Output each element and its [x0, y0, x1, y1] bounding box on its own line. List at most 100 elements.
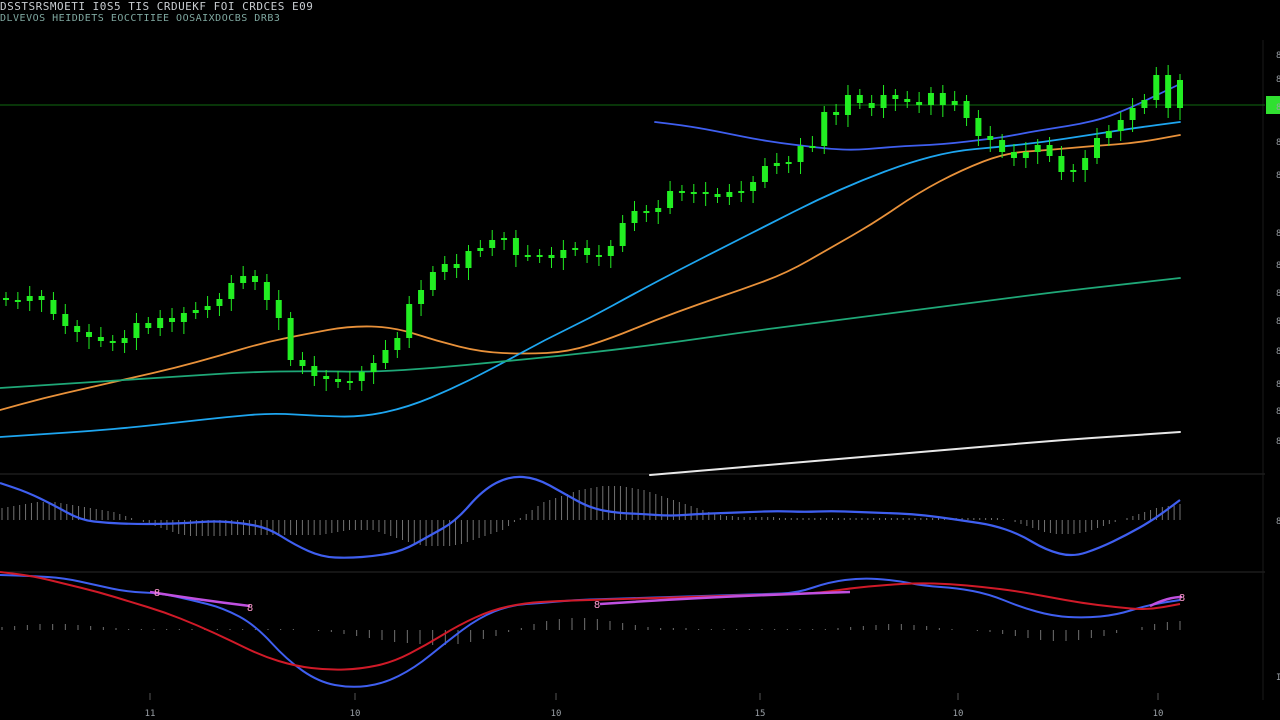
- x-tick-label: 10: [350, 709, 361, 719]
- candle-body: [429, 272, 436, 290]
- candle-body: [418, 290, 425, 304]
- chart-subtitle: DLVEVOS HEIDDETS EOCCTIIEE OOSAIXDOCBS D…: [0, 13, 281, 24]
- y-tick-label: 8: [1276, 103, 1280, 113]
- x-tick-label: 15: [755, 709, 766, 719]
- candle-body: [299, 360, 306, 366]
- candles-layer: [3, 65, 1183, 391]
- candle-body: [797, 146, 804, 162]
- candle-body: [975, 118, 982, 136]
- candle-body: [86, 332, 93, 337]
- crossing-marker: 8: [154, 588, 160, 599]
- candle-body: [584, 248, 591, 255]
- candle-body: [1129, 108, 1136, 120]
- candle-body: [489, 240, 496, 248]
- candle-body: [240, 276, 247, 283]
- candle-body: [773, 163, 780, 166]
- moving-average-line: [0, 277, 1181, 389]
- candle-body: [477, 248, 484, 251]
- candle-body: [192, 310, 199, 313]
- candle-body: [560, 250, 567, 258]
- candle-body: [667, 191, 674, 208]
- x-tick-label: III: [1276, 673, 1280, 683]
- candle-body: [939, 93, 946, 105]
- candle-body: [204, 306, 211, 310]
- candle-body: [619, 223, 626, 246]
- candle-body: [121, 338, 128, 343]
- moving-average-line: [0, 134, 1181, 411]
- candle-body: [453, 264, 460, 268]
- candle-body: [501, 238, 508, 240]
- x-tick-label: 10: [551, 709, 562, 719]
- candle-body: [714, 194, 721, 197]
- moving-average-line: [654, 83, 1181, 151]
- candle-body: [97, 337, 104, 341]
- candle-body: [370, 363, 377, 372]
- candle-body: [465, 251, 472, 268]
- candle-body: [678, 191, 685, 193]
- candle-body: [311, 366, 318, 376]
- candle-body: [1141, 100, 1148, 108]
- candle-body: [892, 95, 899, 99]
- candle-body: [726, 192, 733, 197]
- candle-body: [1153, 75, 1160, 100]
- y-tick-label: 8: [1276, 138, 1280, 148]
- oscillator-2-line: [0, 571, 1181, 671]
- candle-body: [441, 264, 448, 272]
- y-tick-label: 8: [1276, 289, 1280, 299]
- candle-body: [1093, 138, 1100, 158]
- candle-body: [856, 95, 863, 103]
- candle-body: [1010, 152, 1017, 158]
- candle-body: [3, 298, 9, 300]
- candle-body: [548, 255, 555, 258]
- candle-body: [394, 338, 401, 350]
- candle-body: [169, 318, 176, 322]
- candle-body: [643, 211, 650, 213]
- lines-layer: 8 8 8 8: [0, 83, 1185, 688]
- candle-body: [750, 182, 757, 191]
- x-tick-label: 11: [145, 709, 156, 719]
- candle-body: [50, 300, 57, 314]
- oscillator-1-line: [0, 475, 1181, 559]
- crossing-marker: 8: [247, 603, 253, 614]
- candle-body: [275, 300, 282, 318]
- y-tick-label: 8: [1276, 51, 1280, 61]
- price-tag: [1266, 96, 1280, 114]
- candle-body: [524, 255, 531, 257]
- y-tick-label: 8: [1276, 517, 1280, 527]
- crossing-marker: 8: [1179, 593, 1185, 604]
- candle-body: [987, 136, 994, 140]
- candle-body: [916, 102, 923, 105]
- candle-body: [62, 314, 69, 326]
- candle-body: [1165, 75, 1172, 108]
- candle-body: [382, 350, 389, 363]
- candle-body: [785, 162, 792, 164]
- candle-body: [702, 192, 709, 194]
- candle-body: [868, 103, 875, 108]
- candle-body: [963, 101, 970, 118]
- grid-layer: [0, 40, 1280, 700]
- y-tick-label: 8: [1276, 171, 1280, 181]
- y-tick-label: 8: [1276, 437, 1280, 447]
- candle-body: [690, 192, 697, 194]
- candle-body: [844, 95, 851, 115]
- candle-body: [1058, 156, 1065, 172]
- candle-body: [880, 95, 887, 108]
- y-tick-label: 8: [1276, 380, 1280, 390]
- candle-body: [157, 318, 164, 328]
- candle-body: [346, 381, 353, 383]
- candle-body: [1105, 131, 1112, 138]
- candle-body: [1022, 152, 1029, 158]
- histogram-layer: [1, 486, 1181, 645]
- candle-body: [512, 238, 519, 255]
- candle-body: [145, 323, 152, 328]
- candle-body: [1070, 170, 1077, 172]
- candle-body: [216, 299, 223, 306]
- candle-body: [951, 101, 958, 105]
- crossing-segment: [599, 590, 851, 606]
- candle-body: [1177, 80, 1183, 108]
- candle-body: [323, 376, 330, 379]
- candle-body: [406, 304, 413, 338]
- candle-body: [1046, 145, 1053, 156]
- candle-body: [1082, 158, 1089, 170]
